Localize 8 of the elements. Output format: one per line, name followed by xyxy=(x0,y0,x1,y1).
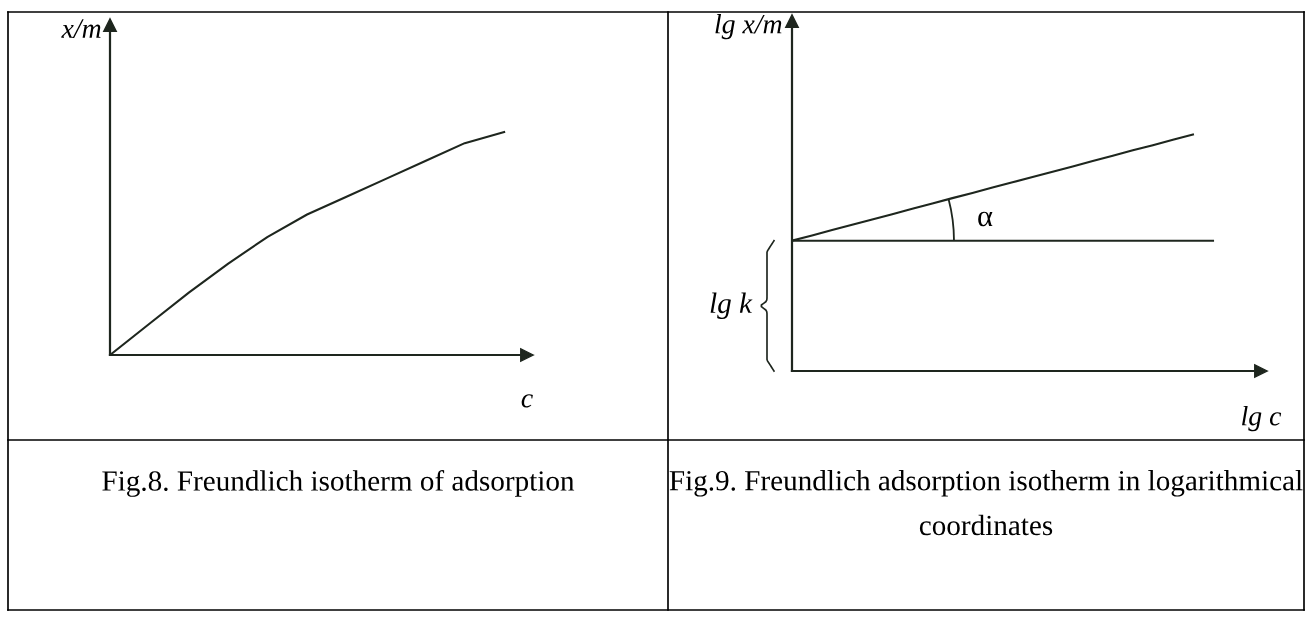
x-axis-title: c xyxy=(521,394,533,408)
caption: Fig.8. Freundlich isotherm of adsorption xyxy=(102,470,575,497)
annotation: α xyxy=(978,211,993,227)
text: lg k xyxy=(710,292,753,320)
y-axis-title: lg x/m xyxy=(715,14,782,40)
y-axis-title: x/m xyxy=(61,19,101,38)
caption: Fig.9. Freundlich adsorption isotherm in logarithmical coordinates xyxy=(669,470,1303,536)
x-axis-title: lg c xyxy=(1242,406,1282,432)
